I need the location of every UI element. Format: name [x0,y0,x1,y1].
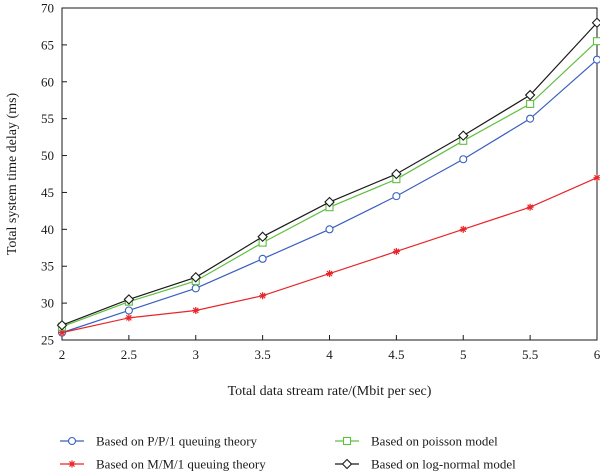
x-tick-label: 5 [460,347,467,362]
x-tick-label: 2.5 [121,347,137,362]
data-point [592,37,600,46]
data-point [56,319,68,331]
data-point [459,155,468,164]
data-point [524,89,536,101]
y-tick-label: 60 [41,74,54,89]
data-point [326,270,333,278]
x-tick-label: 3 [193,347,200,362]
data-point [191,284,200,293]
legend-marker [67,436,77,446]
data-point [324,196,335,208]
data-point [258,254,267,263]
data-point [192,306,200,314]
legend-item: Based on poisson model [335,434,498,449]
data-point [190,272,202,283]
y-tick-label: 45 [41,185,54,200]
y-tick-label: 70 [41,1,54,16]
y-tick-label: 30 [41,296,54,311]
data-point [526,203,534,211]
series-4 [56,17,600,331]
data-point [457,130,469,141]
data-point [257,231,268,242]
x-tick-label: 5.5 [522,347,538,362]
data-point [392,192,401,201]
data-point [526,99,535,108]
legend-label: Based on M/M/1 queuing theory [96,457,266,472]
data-point [391,168,402,180]
series-1 [57,55,600,337]
data-point [392,247,400,255]
x-tick-label: 6 [594,347,600,362]
legend-label: Based on log-normal model [371,457,516,472]
x-axis: 2 2.5 3 3.5 4 4.5 5 5.5 6 [59,335,600,362]
legend-label: Based on P/P/1 queuing theory [96,434,258,449]
plot-area [61,7,598,341]
legend: Based on P/P/1 queuing theory Based on M/… [60,434,516,472]
y-tick-label: 55 [41,111,54,126]
x-tick-label: 2 [59,347,66,362]
data-point [124,306,133,315]
y-tick-label: 40 [41,222,54,237]
y-axis-label: Total system time delay (ms) [5,93,20,256]
series-layer [56,17,600,337]
data-point [125,314,133,322]
series-2 [58,174,600,337]
legend-marker [342,436,352,446]
data-point [526,114,535,123]
legend-marker [68,460,76,468]
legend-label: Based on poisson model [371,434,498,449]
data-point [259,292,267,300]
data-point [325,225,334,234]
data-point [459,225,467,233]
data-point [123,294,135,305]
series-line [61,40,598,328]
data-point [58,329,66,337]
x-tick-label: 3.5 [255,347,271,362]
y-axis: 25 30 35 40 45 50 55 60 65 70 [41,1,67,348]
legend-item: Based on M/M/1 queuing theory [60,457,266,472]
x-tick-label: 4.5 [388,347,404,362]
x-axis-label: Total data stream rate/(Mbit per sec) [228,384,432,399]
series-3 [57,37,600,331]
series-line [61,22,598,326]
y-tick-label: 65 [41,37,54,52]
legend-item: Based on log-normal model [335,457,516,472]
y-tick-label: 35 [41,259,54,274]
legend-marker [341,458,353,470]
legend-item: Based on P/P/1 queuing theory [60,434,258,449]
y-tick-label: 25 [41,333,54,348]
series-line [61,59,598,334]
x-tick-label: 4 [326,347,333,362]
data-point [591,17,600,29]
data-point [592,55,600,64]
plot-frame [61,7,598,341]
data-point [593,174,600,182]
y-tick-label: 50 [41,148,54,163]
